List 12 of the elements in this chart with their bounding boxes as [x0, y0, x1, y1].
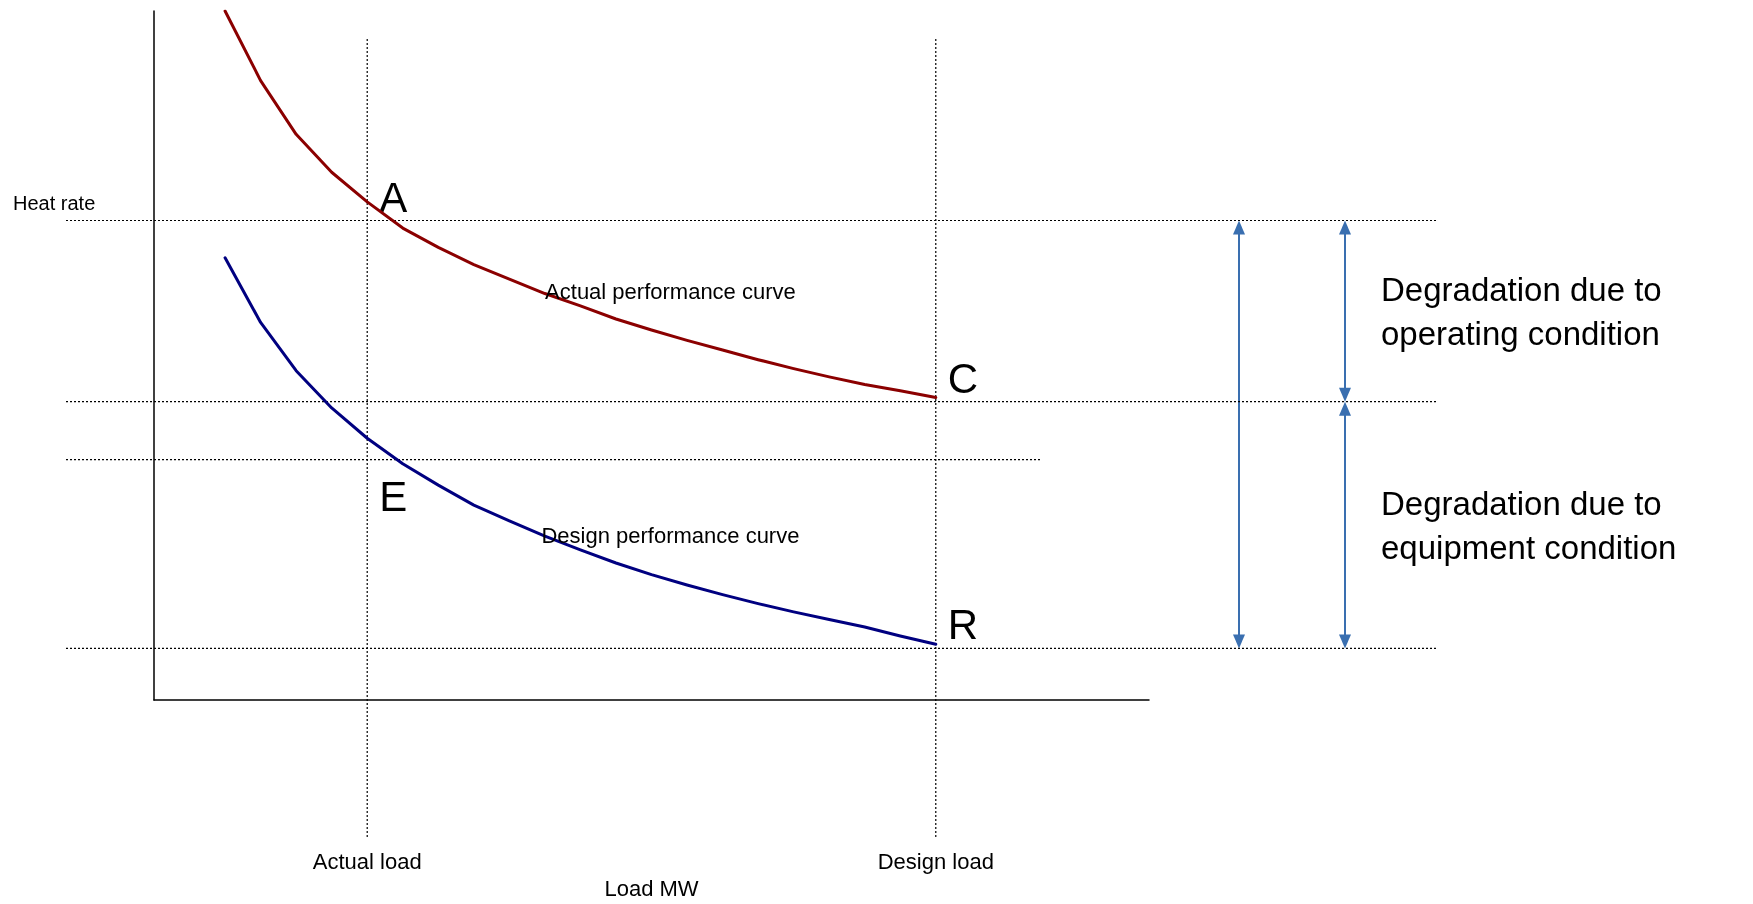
x-tick-label: Actual load	[312, 848, 422, 874]
series-label: Actual performance curve	[545, 279, 796, 305]
series-label: Design performance curve	[541, 523, 800, 549]
text: Degradation due to operating condition	[1381, 270, 1671, 352]
annotation: R	[947, 601, 979, 649]
annotation: E	[379, 472, 408, 520]
y-axis-title: Heat rate	[13, 192, 96, 214]
x-tick-label: Design load	[877, 848, 994, 874]
x-axis-title: Load MW	[604, 875, 699, 901]
annotation: C	[947, 355, 979, 403]
text: Degradation due to equipment condition	[1381, 484, 1677, 566]
annotation: A	[379, 173, 408, 221]
